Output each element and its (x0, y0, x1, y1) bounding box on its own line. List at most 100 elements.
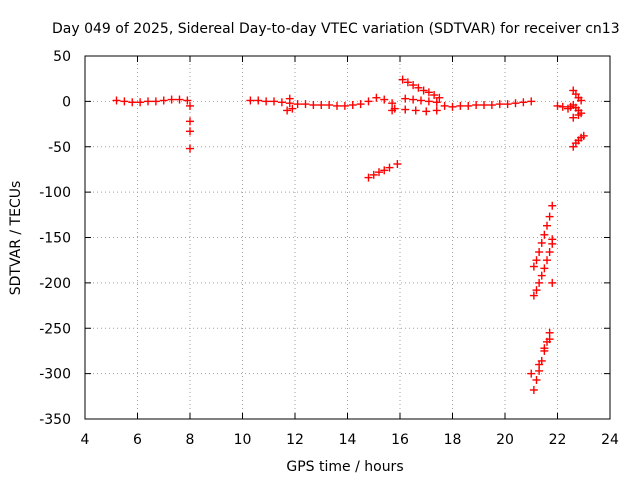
y-tick-label: 50 (53, 49, 71, 65)
data-point (579, 131, 588, 140)
data-point (577, 96, 586, 105)
data-point (186, 144, 194, 153)
x-tick-label: 16 (391, 432, 409, 448)
data-point (293, 100, 302, 109)
data-point (175, 95, 184, 104)
x-tick-label: 4 (81, 432, 90, 448)
data-point (385, 163, 394, 172)
x-tick-label: 6 (133, 432, 142, 448)
data-point (411, 106, 420, 115)
data-point (356, 100, 365, 109)
data-point (186, 127, 194, 136)
data-point (409, 81, 418, 90)
data-point (112, 96, 121, 105)
data-point (183, 96, 192, 105)
y-tick-label: -150 (39, 231, 71, 247)
data-point (540, 264, 549, 273)
x-tick-label: 22 (549, 432, 567, 448)
data-point (333, 101, 341, 110)
data-point (369, 170, 378, 179)
data-point (136, 98, 145, 107)
data-point (262, 97, 271, 106)
y-tick-label: -50 (48, 140, 71, 156)
data-point (537, 238, 546, 247)
data-point (472, 101, 481, 110)
data-point (548, 239, 557, 248)
x-tick-label: 8 (186, 432, 195, 448)
data-point (558, 102, 567, 111)
data-point (380, 166, 389, 175)
data-point (277, 98, 286, 107)
data-point (270, 97, 278, 106)
y-axis-title: SDTVAR / TECUs (8, 181, 24, 296)
data-point (464, 101, 473, 110)
data-point (543, 256, 551, 265)
data-point (529, 291, 538, 300)
data-point (435, 93, 444, 102)
data-point (527, 369, 536, 378)
data-point (448, 102, 457, 111)
data-point (532, 375, 541, 384)
data-point (364, 173, 373, 182)
data-point (487, 101, 496, 110)
data-point (364, 97, 373, 106)
data-point (532, 286, 541, 295)
data-point (553, 101, 562, 110)
data-point (540, 230, 549, 239)
x-tick-label: 18 (444, 432, 462, 448)
x-tick-label: 14 (339, 432, 357, 448)
data-point (540, 344, 549, 353)
data-point (340, 101, 349, 110)
data-point (285, 94, 294, 103)
data-point (186, 101, 194, 110)
data-point (120, 97, 129, 106)
data-point (424, 88, 433, 97)
y-tick-label: -250 (39, 321, 71, 337)
data-point (401, 105, 410, 114)
data-point (317, 101, 326, 110)
data-point (432, 106, 441, 115)
data-point (480, 101, 488, 110)
data-point (527, 97, 536, 106)
data-point (128, 98, 137, 107)
data-point (440, 101, 449, 110)
data-point (430, 91, 439, 100)
data-point (419, 86, 428, 95)
data-point (535, 278, 544, 287)
data-point (535, 248, 544, 257)
x-tick-label: 20 (496, 432, 514, 448)
data-point (403, 78, 412, 87)
data-point (380, 95, 389, 104)
x-axis-title: GPS time / hours (286, 459, 403, 475)
y-axis-ticks: 50 0 -50 -100 -150 -200 -250 -300 -350 (39, 49, 610, 428)
data-point (283, 106, 292, 115)
data-point (348, 101, 357, 110)
data-point (545, 335, 554, 344)
data-point (503, 100, 512, 109)
data-point (246, 96, 255, 105)
data-point (495, 100, 504, 109)
data-point (535, 360, 544, 369)
data-point (288, 104, 297, 113)
data-point (545, 248, 554, 257)
data-point (375, 168, 383, 177)
data-point (548, 201, 557, 210)
y-tick-label: -100 (39, 185, 71, 201)
data-point (537, 271, 546, 280)
data-point (529, 385, 538, 394)
data-point (388, 99, 397, 108)
data-point (151, 97, 160, 106)
data-point (414, 83, 423, 92)
data-point (569, 113, 578, 122)
y-tick-label: -350 (39, 412, 71, 428)
x-tick-label: 12 (286, 432, 304, 448)
data-point (309, 101, 318, 110)
x-axis-ticks: 4 6 8 10 12 14 16 18 20 22 24 (81, 56, 619, 448)
data-point (519, 98, 528, 107)
data-point (144, 97, 152, 106)
data-point (529, 262, 538, 271)
data-point (401, 94, 410, 103)
data-point (424, 97, 433, 106)
